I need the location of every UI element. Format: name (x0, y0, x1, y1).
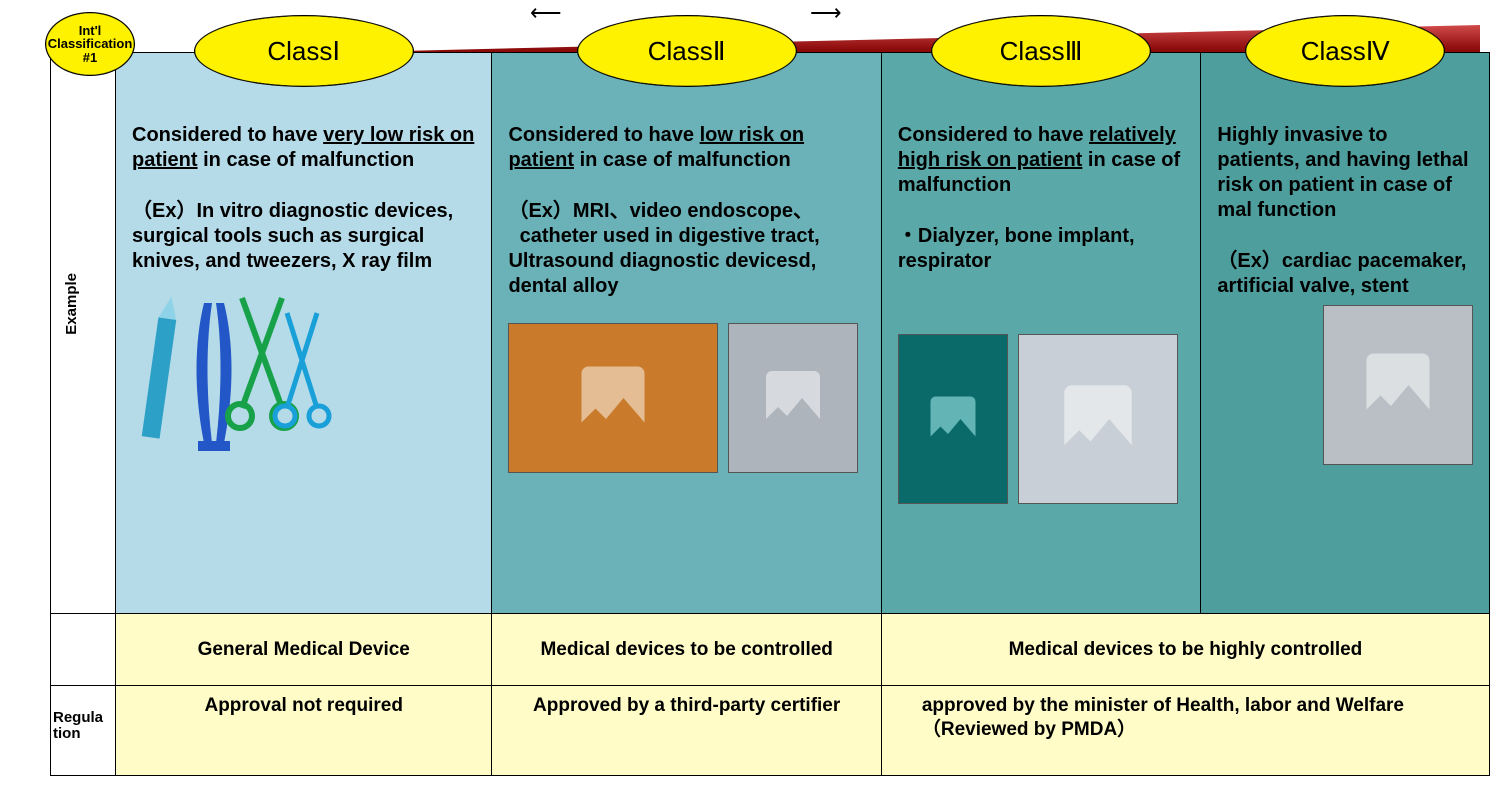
category-class3-4: Medical devices to be highly controlled (882, 614, 1489, 685)
classification-grid: Example ClassⅠ Considered to have very l… (50, 52, 1490, 776)
panel-class1: ClassⅠ Considered to have very low risk … (116, 53, 492, 613)
bubble-class4: ClassⅣ (1245, 15, 1445, 87)
category-class2-text: Medical devices to be controlled (540, 638, 832, 662)
regulation-class2: Approved by a third-party certifier (492, 686, 881, 775)
bubble-class2: ClassⅡ (577, 15, 797, 87)
category-class3-4-text: Medical devices to be highly controlled (1009, 638, 1363, 662)
class4-image-pacemaker (1323, 305, 1473, 465)
regulation-class1-text: Approval not required (204, 694, 402, 718)
class3-examples: ・Dialyzer, bone implant, respirator (898, 224, 1185, 274)
class2-image-mri (508, 323, 718, 473)
class3-desc: Considered to have relatively high risk … (898, 123, 1185, 198)
class1-examples: （Ex）In vitro diagnostic devices, surgica… (132, 199, 475, 274)
regulation-class1: Approval not required (116, 686, 492, 775)
class2-desc: Considered to have low risk on patient i… (508, 123, 864, 173)
diagram-root: ⟵ ⟶ Int'l Classification #1 Exampl (50, 10, 1490, 776)
row-category: General Medical Device Medical devices t… (51, 613, 1489, 685)
bubble-class2-label: ClassⅡ (648, 36, 726, 67)
class2-images (508, 323, 864, 473)
panel-class3: ClassⅢ Considered to have relatively hig… (882, 53, 1202, 613)
category-class1: General Medical Device (116, 614, 492, 685)
category-class2: Medical devices to be controlled (492, 614, 881, 685)
panel-class4: ClassⅣ Highly invasive to patients, and … (1201, 53, 1489, 613)
row-label-category-cell (51, 614, 116, 685)
regulation-class3-4: approved by the minister of Health, labo… (882, 686, 1489, 775)
row-example: Example ClassⅠ Considered to have very l… (51, 53, 1489, 613)
row-regulation: Regulation Approval not required Approve… (51, 685, 1489, 775)
intl-classification-label: Int'l Classification #1 (48, 24, 133, 65)
intl-classification-bubble: Int'l Classification #1 (45, 12, 135, 76)
class3-image-dialysis (1018, 334, 1178, 504)
class3-image-xray (898, 334, 1008, 504)
bubble-class1: ClassⅠ (194, 15, 414, 87)
regulation-class2-text: Approved by a third-party certifier (533, 694, 840, 718)
arrow-right-icon: ⟶ (810, 0, 844, 26)
class1-image-tools (132, 288, 475, 463)
class3-images (898, 334, 1185, 504)
bubble-class1-label: ClassⅠ (267, 36, 340, 67)
class2-image-ultrasound (728, 323, 858, 473)
arrow-left-icon: ⟵ (530, 0, 564, 26)
bubble-class3-label: ClassⅢ (1000, 36, 1083, 67)
panel-class2: ClassⅡ Considered to have low risk on pa… (492, 53, 881, 613)
class4-examples: （Ex）cardiac pacemaker, artificial valve,… (1217, 249, 1473, 299)
class2-examples: （Ex）MRI、video endoscope、 catheter used i… (508, 199, 864, 299)
row-label-regulation-cell: Regulation (51, 686, 116, 775)
row-label-regulation: Regulation (53, 710, 103, 742)
regulation-class3-4-text: approved by the minister of Health, labo… (922, 694, 1479, 742)
category-class1-text: General Medical Device (198, 638, 410, 662)
row-label-example: Example (63, 273, 80, 335)
class1-desc: Considered to have very low risk on pati… (132, 123, 475, 173)
bubble-class3: ClassⅢ (931, 15, 1151, 87)
bubble-class4-label: ClassⅣ (1301, 36, 1390, 67)
class4-desc: Highly invasive to patients, and having … (1217, 123, 1473, 223)
row-label-example-cell: Example (51, 53, 116, 613)
class4-images (1217, 305, 1473, 465)
